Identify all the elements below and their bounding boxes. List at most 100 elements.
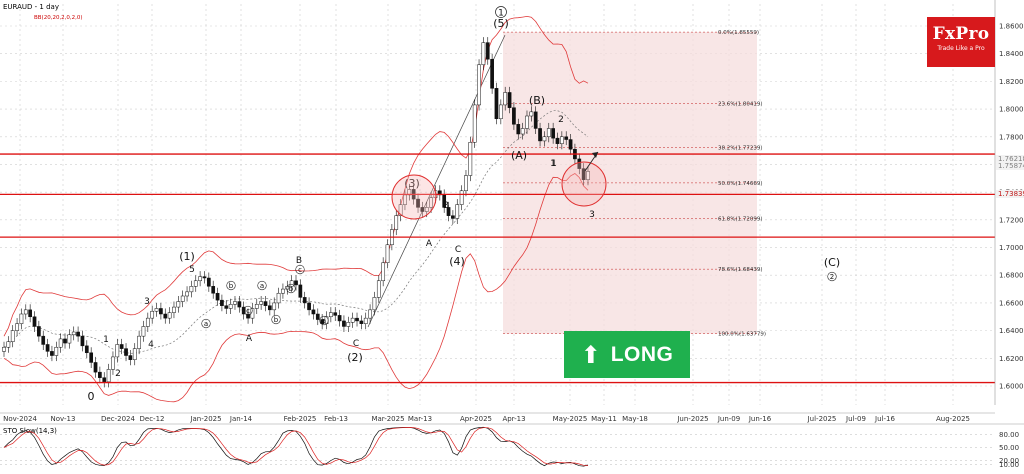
candle-down	[533, 111, 538, 129]
wave-label: (1)	[179, 250, 195, 263]
candle	[28, 304, 32, 323]
candle	[507, 86, 512, 114]
candle	[206, 272, 211, 292]
oscillator-level-label: 10.00	[999, 461, 1019, 469]
x-tick-label: Aug-2025	[936, 415, 970, 423]
wave-label: (A)	[511, 149, 527, 162]
candle	[464, 170, 468, 197]
candle-up	[193, 280, 198, 287]
wave-label: (C)	[824, 256, 840, 269]
candle	[211, 280, 216, 299]
candle	[394, 210, 399, 236]
candle	[490, 53, 494, 94]
candle-down	[359, 320, 364, 324]
candle-up	[67, 334, 72, 344]
candle-up	[329, 312, 333, 318]
candle	[263, 296, 268, 312]
candle-down	[512, 107, 516, 125]
candle-down	[89, 352, 94, 363]
candle	[45, 338, 50, 357]
candle	[193, 275, 198, 292]
wave-label: 4	[148, 340, 154, 350]
candle	[220, 294, 224, 312]
wave-circle	[257, 280, 267, 291]
wave-circle	[226, 280, 236, 291]
fib-level-label: 38.2%(1.77239)	[718, 145, 763, 151]
candle-up	[429, 197, 433, 208]
candle-up	[381, 262, 386, 282]
candle	[6, 336, 11, 353]
x-tick-label: Jan-2025	[189, 415, 221, 423]
wave-label: b	[274, 316, 279, 324]
candle-up	[172, 306, 176, 313]
symbol-label: EURAUD - 1 day	[3, 3, 59, 11]
brand-tagline: Trade Like a Pro	[937, 45, 985, 52]
long-signal-badge: ⬆ LONG	[564, 331, 690, 378]
candle	[150, 305, 155, 324]
candle-up	[586, 171, 590, 180]
candle-up	[481, 42, 486, 66]
candle-down	[507, 92, 512, 108]
candle	[185, 286, 189, 302]
candle-down	[237, 301, 242, 308]
wave-label: C	[353, 339, 359, 349]
wave-label: 2	[558, 115, 564, 125]
wave-circle	[286, 283, 296, 294]
candle-down	[268, 305, 272, 311]
y-tick-label: 1.84000	[999, 50, 1024, 58]
candle	[102, 372, 107, 388]
candle	[198, 271, 202, 287]
candle-down	[220, 299, 224, 306]
candle	[2, 341, 6, 357]
candle	[137, 330, 141, 355]
oscillator-label: STO Slow(14,3)	[3, 427, 57, 435]
candle-down	[307, 302, 311, 311]
x-tick-label: Jun-2025	[676, 415, 708, 423]
candle-up	[350, 317, 355, 323]
wave-label: 1	[103, 335, 109, 345]
candle-down	[298, 284, 303, 298]
candle-down	[263, 301, 268, 306]
candle-up	[520, 128, 525, 135]
price-tag-bg	[996, 162, 1024, 170]
candle	[163, 308, 168, 324]
candle	[416, 193, 420, 213]
indicator-label: BB(20,20,2,0,2,0)	[34, 15, 83, 21]
candle	[145, 312, 150, 332]
candle-up	[546, 128, 551, 138]
candle	[551, 122, 555, 144]
candle	[32, 311, 37, 332]
candle	[15, 318, 19, 337]
candle-up	[71, 331, 76, 336]
wave-label: (5)	[493, 17, 509, 30]
candle-down	[555, 137, 560, 144]
y-tick-label: 1.86000	[999, 23, 1024, 31]
candle	[80, 330, 85, 352]
candle	[355, 312, 359, 327]
horizontal-levels	[0, 153, 995, 384]
candle	[37, 320, 41, 342]
x-tick-label: Nov-2024	[3, 415, 37, 423]
candle-up	[189, 286, 194, 293]
candle	[246, 308, 250, 324]
candle	[520, 122, 525, 140]
candle	[329, 307, 333, 323]
candle	[180, 290, 185, 308]
candle-up	[15, 323, 19, 331]
candle-down	[337, 315, 342, 322]
candle	[272, 297, 277, 316]
candle	[54, 341, 59, 362]
candle-down	[485, 42, 490, 60]
candle-up	[289, 280, 294, 287]
candle-up	[19, 313, 24, 324]
candle	[337, 309, 342, 327]
candle	[311, 304, 316, 320]
x-tick-label: Feb-13	[324, 415, 348, 423]
candle-up	[472, 104, 477, 143]
candle	[564, 131, 569, 146]
price-tag: 1.73839	[998, 190, 1024, 198]
candle	[63, 333, 67, 349]
wave-circle	[295, 264, 305, 275]
candle	[159, 302, 163, 320]
candle	[115, 338, 120, 363]
